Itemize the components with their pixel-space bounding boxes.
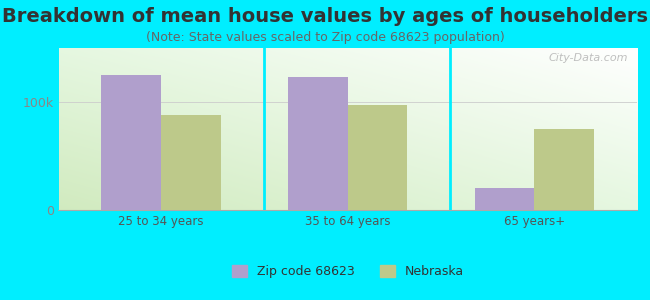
Bar: [161, 115, 221, 210]
Bar: [288, 77, 348, 210]
Bar: [534, 129, 594, 210]
Bar: [348, 105, 408, 210]
Text: Breakdown of mean house values by ages of householders: Breakdown of mean house values by ages o…: [2, 8, 648, 26]
Bar: [474, 188, 534, 210]
Text: City-Data.com: City-Data.com: [549, 53, 629, 63]
Legend: Zip code 68623, Nebraska: Zip code 68623, Nebraska: [232, 265, 463, 278]
Bar: [101, 75, 161, 210]
Text: (Note: State values scaled to Zip code 68623 population): (Note: State values scaled to Zip code 6…: [146, 32, 504, 44]
